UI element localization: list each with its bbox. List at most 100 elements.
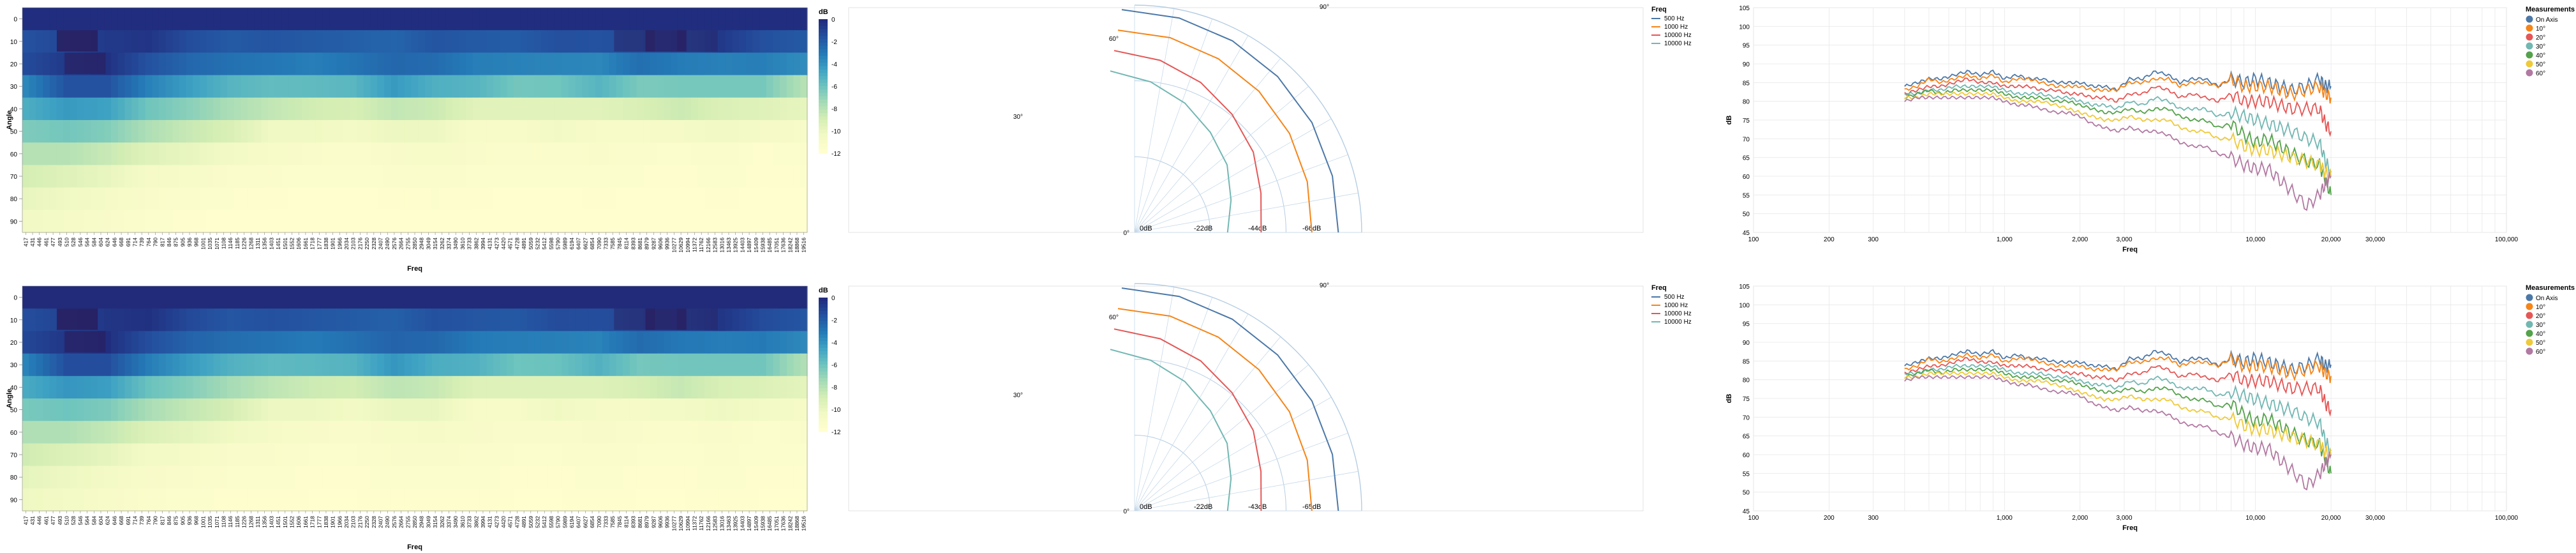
- x-axis-title: Freq: [2122, 524, 2138, 532]
- heatmap-cell: [527, 52, 535, 76]
- heatmap-cell: [350, 52, 357, 76]
- heatmap-cell: [84, 8, 91, 31]
- heatmap-cell: [418, 421, 426, 444]
- heatmap-cell: [131, 466, 139, 489]
- heatmap-cell: [274, 75, 283, 98]
- legend-gradient-step: [819, 324, 828, 328]
- heatmap-cell: [220, 443, 228, 467]
- heatmap-cell: [739, 52, 747, 76]
- heatmap-cell: [124, 375, 132, 399]
- heatmap-cell: [36, 421, 43, 444]
- legend-gradient-step: [819, 425, 828, 429]
- heatmap-cell: [186, 308, 193, 331]
- heatmap-cell: [752, 331, 760, 354]
- heatmap-cell: [363, 142, 371, 165]
- x-tick-label: 584: [91, 516, 97, 525]
- x-tick-label: 668: [118, 516, 124, 525]
- heatmap-cell: [247, 187, 255, 211]
- heatmap-cell: [220, 398, 228, 421]
- x-tick-label: 2755: [405, 238, 411, 250]
- heatmap-cell: [582, 187, 590, 211]
- heatmap-cell: [404, 353, 412, 377]
- heatmap-cell: [466, 443, 473, 467]
- heatmap-cell: [49, 398, 57, 421]
- polar-series-line: [1113, 50, 1262, 233]
- heatmap-cell: [616, 398, 623, 421]
- heatmap-cell: [575, 466, 583, 489]
- x-tick-label: 30,000: [2365, 515, 2385, 522]
- heatmap-cell: [547, 421, 555, 444]
- heatmap-cell: [616, 75, 623, 98]
- heatmap-cell: [158, 398, 167, 421]
- heatmap-cell: [732, 209, 740, 233]
- heatmap-cell: [97, 443, 105, 467]
- x-tick-label: 300: [1868, 236, 1879, 243]
- heatmap-cell: [309, 286, 316, 309]
- x-tick-label: 10629: [678, 516, 684, 531]
- legend-gradient-step: [819, 100, 828, 103]
- heatmap-cell: [22, 187, 30, 211]
- legend-tick-label: -6: [831, 362, 837, 369]
- heatmap-cell: [643, 375, 651, 399]
- legend-gradient-step: [819, 119, 828, 124]
- x-tick-label: 14897: [746, 516, 752, 531]
- heatmap-cell: [650, 421, 658, 444]
- heatmap-cell: [29, 97, 36, 121]
- x-tick-label: 13925: [733, 516, 739, 531]
- heatmap-cell: [241, 120, 248, 143]
- heatmap-cell: [718, 120, 726, 143]
- heatmap-cell: [295, 165, 303, 188]
- heatmap-cell: [200, 165, 207, 188]
- x-tick-label: 12583: [712, 238, 718, 253]
- legend-gradient-step: [819, 59, 828, 63]
- heatmap-cell: [629, 466, 637, 489]
- heatmap-cell: [138, 75, 146, 98]
- heatmap-cell: [704, 421, 712, 444]
- heatmap-cell: [186, 142, 193, 165]
- heatmap-cell: [411, 398, 419, 421]
- legend-gradient-step: [819, 133, 828, 137]
- polar-radius-label: -22dB: [1194, 503, 1212, 511]
- heatmap-cell: [350, 75, 357, 98]
- heatmap-cell: [527, 466, 535, 489]
- heatmap-cell: [322, 375, 330, 399]
- heatmap-cell: [472, 52, 480, 76]
- heatmap-cell: [582, 75, 590, 98]
- heatmap-cell: [302, 8, 309, 31]
- x-tick-label: 691: [125, 238, 131, 246]
- heatmap-cell: [370, 30, 378, 53]
- heatmap-cell: [179, 308, 187, 331]
- heatmap-cell: [534, 353, 542, 377]
- heatmap-cell: [629, 286, 637, 309]
- heatmap-cell: [650, 353, 658, 377]
- heatmap-cell: [527, 209, 535, 233]
- heatmap-cell: [29, 488, 36, 511]
- heatmap-cell: [629, 398, 637, 421]
- x-tick-label: 4571: [507, 516, 514, 528]
- heatmap-cell: [623, 398, 630, 421]
- heatmap-cell: [77, 209, 84, 233]
- heatmap-cell: [186, 209, 193, 233]
- x-tick-label: 18242: [787, 516, 793, 531]
- heatmap-cell: [691, 120, 699, 143]
- heatmap-cell: [793, 331, 801, 354]
- heatmap-cell: [773, 331, 780, 354]
- heatmap-cell: [684, 353, 692, 377]
- heatmap-cell: [704, 187, 712, 211]
- heatmap-cell: [739, 209, 747, 233]
- heatmap-cell: [691, 30, 699, 53]
- heatmap-cell: [22, 97, 30, 121]
- heatmap-cell: [172, 308, 180, 331]
- x-tick-label: 8393: [630, 238, 636, 250]
- heatmap-cell: [677, 286, 685, 309]
- heatmap-cell: [493, 443, 501, 467]
- line-series: [1904, 357, 2332, 417]
- heatmap-cell: [84, 375, 91, 399]
- x-tick-label: 10,000: [2245, 515, 2265, 522]
- heatmap-cell: [227, 286, 235, 309]
- heatmap-cell: [418, 375, 426, 399]
- x-tick-label: 1901: [330, 516, 336, 528]
- heatmap-cell: [49, 331, 57, 354]
- heatmap-cell: [425, 52, 433, 76]
- heatmap-cell: [377, 331, 385, 354]
